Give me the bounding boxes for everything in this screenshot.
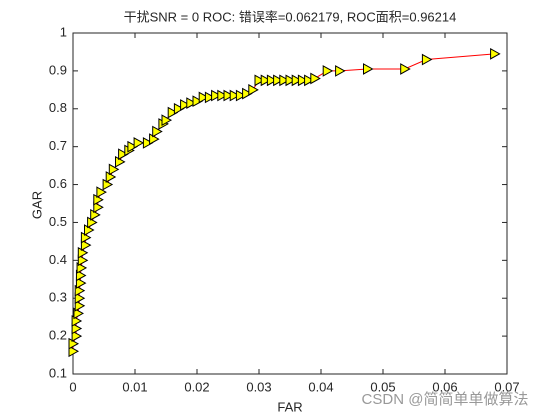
x-axis-label: FAR xyxy=(277,399,302,414)
marker xyxy=(127,140,138,153)
marker xyxy=(211,89,222,102)
y-tick-label: 0.8 xyxy=(49,100,67,115)
marker xyxy=(71,330,83,342)
watermark: CSDN @简简单单做算法 xyxy=(362,390,529,408)
marker xyxy=(322,65,334,77)
marker xyxy=(102,178,114,191)
x-tick-label: 0.05 xyxy=(370,379,395,394)
marker xyxy=(108,163,120,176)
marker xyxy=(93,201,104,214)
y-tick-label: 1 xyxy=(60,24,67,39)
y-tick-label: 0.5 xyxy=(49,214,67,229)
marker xyxy=(93,193,104,206)
marker xyxy=(87,216,98,229)
marker xyxy=(71,322,83,335)
plot-area xyxy=(72,32,508,375)
marker xyxy=(68,345,80,358)
x-tick-label: 0.02 xyxy=(184,379,209,394)
marker xyxy=(223,89,235,102)
marker xyxy=(192,95,204,108)
x-tick-label: 0 xyxy=(69,379,76,394)
marker xyxy=(254,74,266,87)
marker xyxy=(80,231,92,244)
marker xyxy=(68,337,80,350)
marker xyxy=(80,239,92,252)
marker xyxy=(74,292,86,305)
x-tick-label: 0.01 xyxy=(122,379,147,394)
marker xyxy=(133,137,145,149)
marker xyxy=(273,74,284,87)
marker xyxy=(173,102,185,115)
y-tick-label: 0.3 xyxy=(49,290,67,305)
y-axis-label: GAR xyxy=(29,191,44,219)
chart-title: 干扰SNR = 0 ROC: 错误率=0.062179, ROC面积=0.962… xyxy=(124,9,457,24)
marker xyxy=(152,125,163,138)
marker xyxy=(186,97,197,109)
marker xyxy=(118,148,129,161)
y-tick-label: 0.2 xyxy=(49,328,67,343)
marker xyxy=(115,155,126,168)
y-tick-label: 0.7 xyxy=(49,138,67,153)
marker xyxy=(421,53,433,66)
marker xyxy=(248,83,259,96)
marker xyxy=(335,65,346,77)
marker xyxy=(400,63,411,75)
marker xyxy=(105,171,117,183)
marker xyxy=(291,74,303,87)
marker xyxy=(76,262,88,274)
x-tick-label: 0.06 xyxy=(432,379,457,394)
marker xyxy=(75,277,87,289)
marker xyxy=(198,91,210,104)
marker xyxy=(167,106,179,119)
marker xyxy=(490,47,501,60)
marker xyxy=(204,91,216,104)
y-tick-label: 0.1 xyxy=(49,365,67,380)
marker xyxy=(77,254,89,267)
y-tick-label: 0.9 xyxy=(49,62,67,77)
marker xyxy=(75,269,87,282)
marker xyxy=(297,74,309,87)
marker xyxy=(310,72,321,85)
x-tick-label: 0.04 xyxy=(308,379,333,394)
marker xyxy=(229,89,241,102)
marker xyxy=(84,224,95,236)
x-tick-label: 0.07 xyxy=(494,379,519,394)
marker xyxy=(217,89,228,102)
marker xyxy=(96,186,107,198)
marker xyxy=(161,114,173,126)
marker xyxy=(149,133,160,145)
marker xyxy=(74,284,86,297)
marker xyxy=(235,89,247,102)
marker xyxy=(74,299,86,312)
marker xyxy=(279,74,290,87)
marker xyxy=(285,74,297,87)
marker xyxy=(242,87,253,100)
marker xyxy=(260,74,272,87)
marker xyxy=(142,137,154,149)
marker xyxy=(77,246,89,259)
y-tick-label: 0.6 xyxy=(49,176,67,191)
marker xyxy=(304,74,315,87)
marker xyxy=(73,307,84,320)
marker xyxy=(363,63,374,75)
y-tick-label: 0.4 xyxy=(49,252,67,267)
marker xyxy=(180,99,191,111)
marker xyxy=(90,209,101,221)
x-tick-label: 0.03 xyxy=(246,379,271,394)
marker xyxy=(266,74,278,87)
